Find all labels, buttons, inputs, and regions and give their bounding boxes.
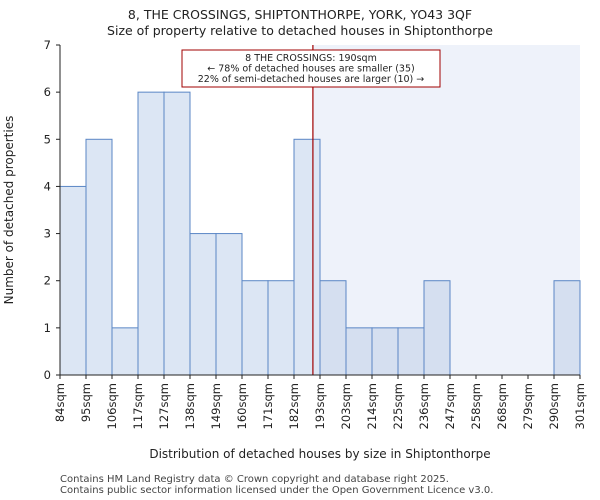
bar-127sqm — [163, 91, 191, 376]
bar-160sqm — [241, 280, 269, 376]
x-tick-label-258sqm: 258sqm — [469, 383, 483, 429]
x-tick-label-214sqm: 214sqm — [365, 383, 379, 429]
bar-84sqm — [59, 185, 87, 376]
bar-117sqm — [137, 91, 165, 376]
x-tick-label-268sqm: 268sqm — [495, 383, 509, 429]
x-tick-label-117sqm: 117sqm — [131, 383, 145, 429]
histogram-chart: 8 THE CROSSINGS: 190sqm← 78% of detached… — [2, 38, 587, 461]
x-tick-label-160sqm: 160sqm — [235, 383, 249, 429]
x-tick-label-301sqm: 301sqm — [573, 383, 587, 429]
x-tick-label-290sqm: 290sqm — [547, 383, 561, 429]
x-tick-label-149sqm: 149sqm — [209, 383, 223, 429]
bar-138sqm — [189, 233, 217, 376]
y-tick-label-3: 3 — [44, 227, 51, 241]
annotation-box — [181, 49, 441, 88]
footer-copyright: Contains HM Land Registry data © Crown c… — [60, 474, 449, 485]
x-tick-label-84sqm: 84sqm — [53, 383, 67, 422]
x-tick-label-171sqm: 171sqm — [261, 383, 275, 429]
y-tick-label-0: 0 — [44, 368, 51, 382]
x-tick-label-127sqm: 127sqm — [157, 383, 171, 429]
x-tick-label-203sqm: 203sqm — [339, 383, 353, 429]
bar-149sqm — [215, 233, 243, 376]
bar-95sqm — [85, 138, 113, 376]
x-tick-label-247sqm: 247sqm — [443, 383, 457, 429]
annotation-line-3: 22% of semi-detached houses are larger (… — [198, 74, 425, 85]
x-tick-label-193sqm: 193sqm — [313, 383, 327, 429]
y-axis-title: Number of detached properties — [2, 116, 16, 305]
bar-236sqm — [423, 280, 451, 376]
x-tick-label-225sqm: 225sqm — [391, 383, 405, 429]
bar-203sqm — [345, 327, 373, 376]
bar-182sqm — [293, 138, 321, 376]
chart-subtitle: Size of property relative to detached ho… — [107, 23, 493, 38]
y-tick-label-2: 2 — [44, 274, 51, 288]
y-tick-label-1: 1 — [44, 321, 51, 335]
x-tick-label-182sqm: 182sqm — [287, 383, 301, 429]
bar-290sqm — [553, 280, 581, 376]
bar-225sqm — [397, 327, 425, 376]
x-tick-label-106sqm: 106sqm — [105, 383, 119, 429]
bar-106sqm — [111, 327, 139, 376]
y-tick-label-5: 5 — [44, 132, 51, 146]
x-tick-label-279sqm: 279sqm — [521, 383, 535, 429]
bar-193sqm — [319, 280, 347, 376]
bar-214sqm — [371, 327, 399, 376]
y-tick-label-6: 6 — [44, 85, 51, 99]
annotation-line-1: 8 THE CROSSINGS: 190sqm — [245, 53, 377, 64]
y-tick-label-4: 4 — [44, 179, 51, 193]
x-axis-title: Distribution of detached houses by size … — [149, 447, 490, 461]
footer-licence: Contains public sector information licen… — [60, 485, 494, 496]
x-tick-label-138sqm: 138sqm — [183, 383, 197, 429]
chart-title: 8, THE CROSSINGS, SHIPTONTHORPE, YORK, Y… — [127, 7, 473, 22]
y-tick-label-7: 7 — [44, 38, 51, 52]
x-tick-label-236sqm: 236sqm — [417, 383, 431, 429]
bar-171sqm — [267, 280, 295, 376]
x-tick-label-95sqm: 95sqm — [79, 383, 93, 422]
annotation-line-2: ← 78% of detached houses are smaller (35… — [207, 64, 414, 75]
